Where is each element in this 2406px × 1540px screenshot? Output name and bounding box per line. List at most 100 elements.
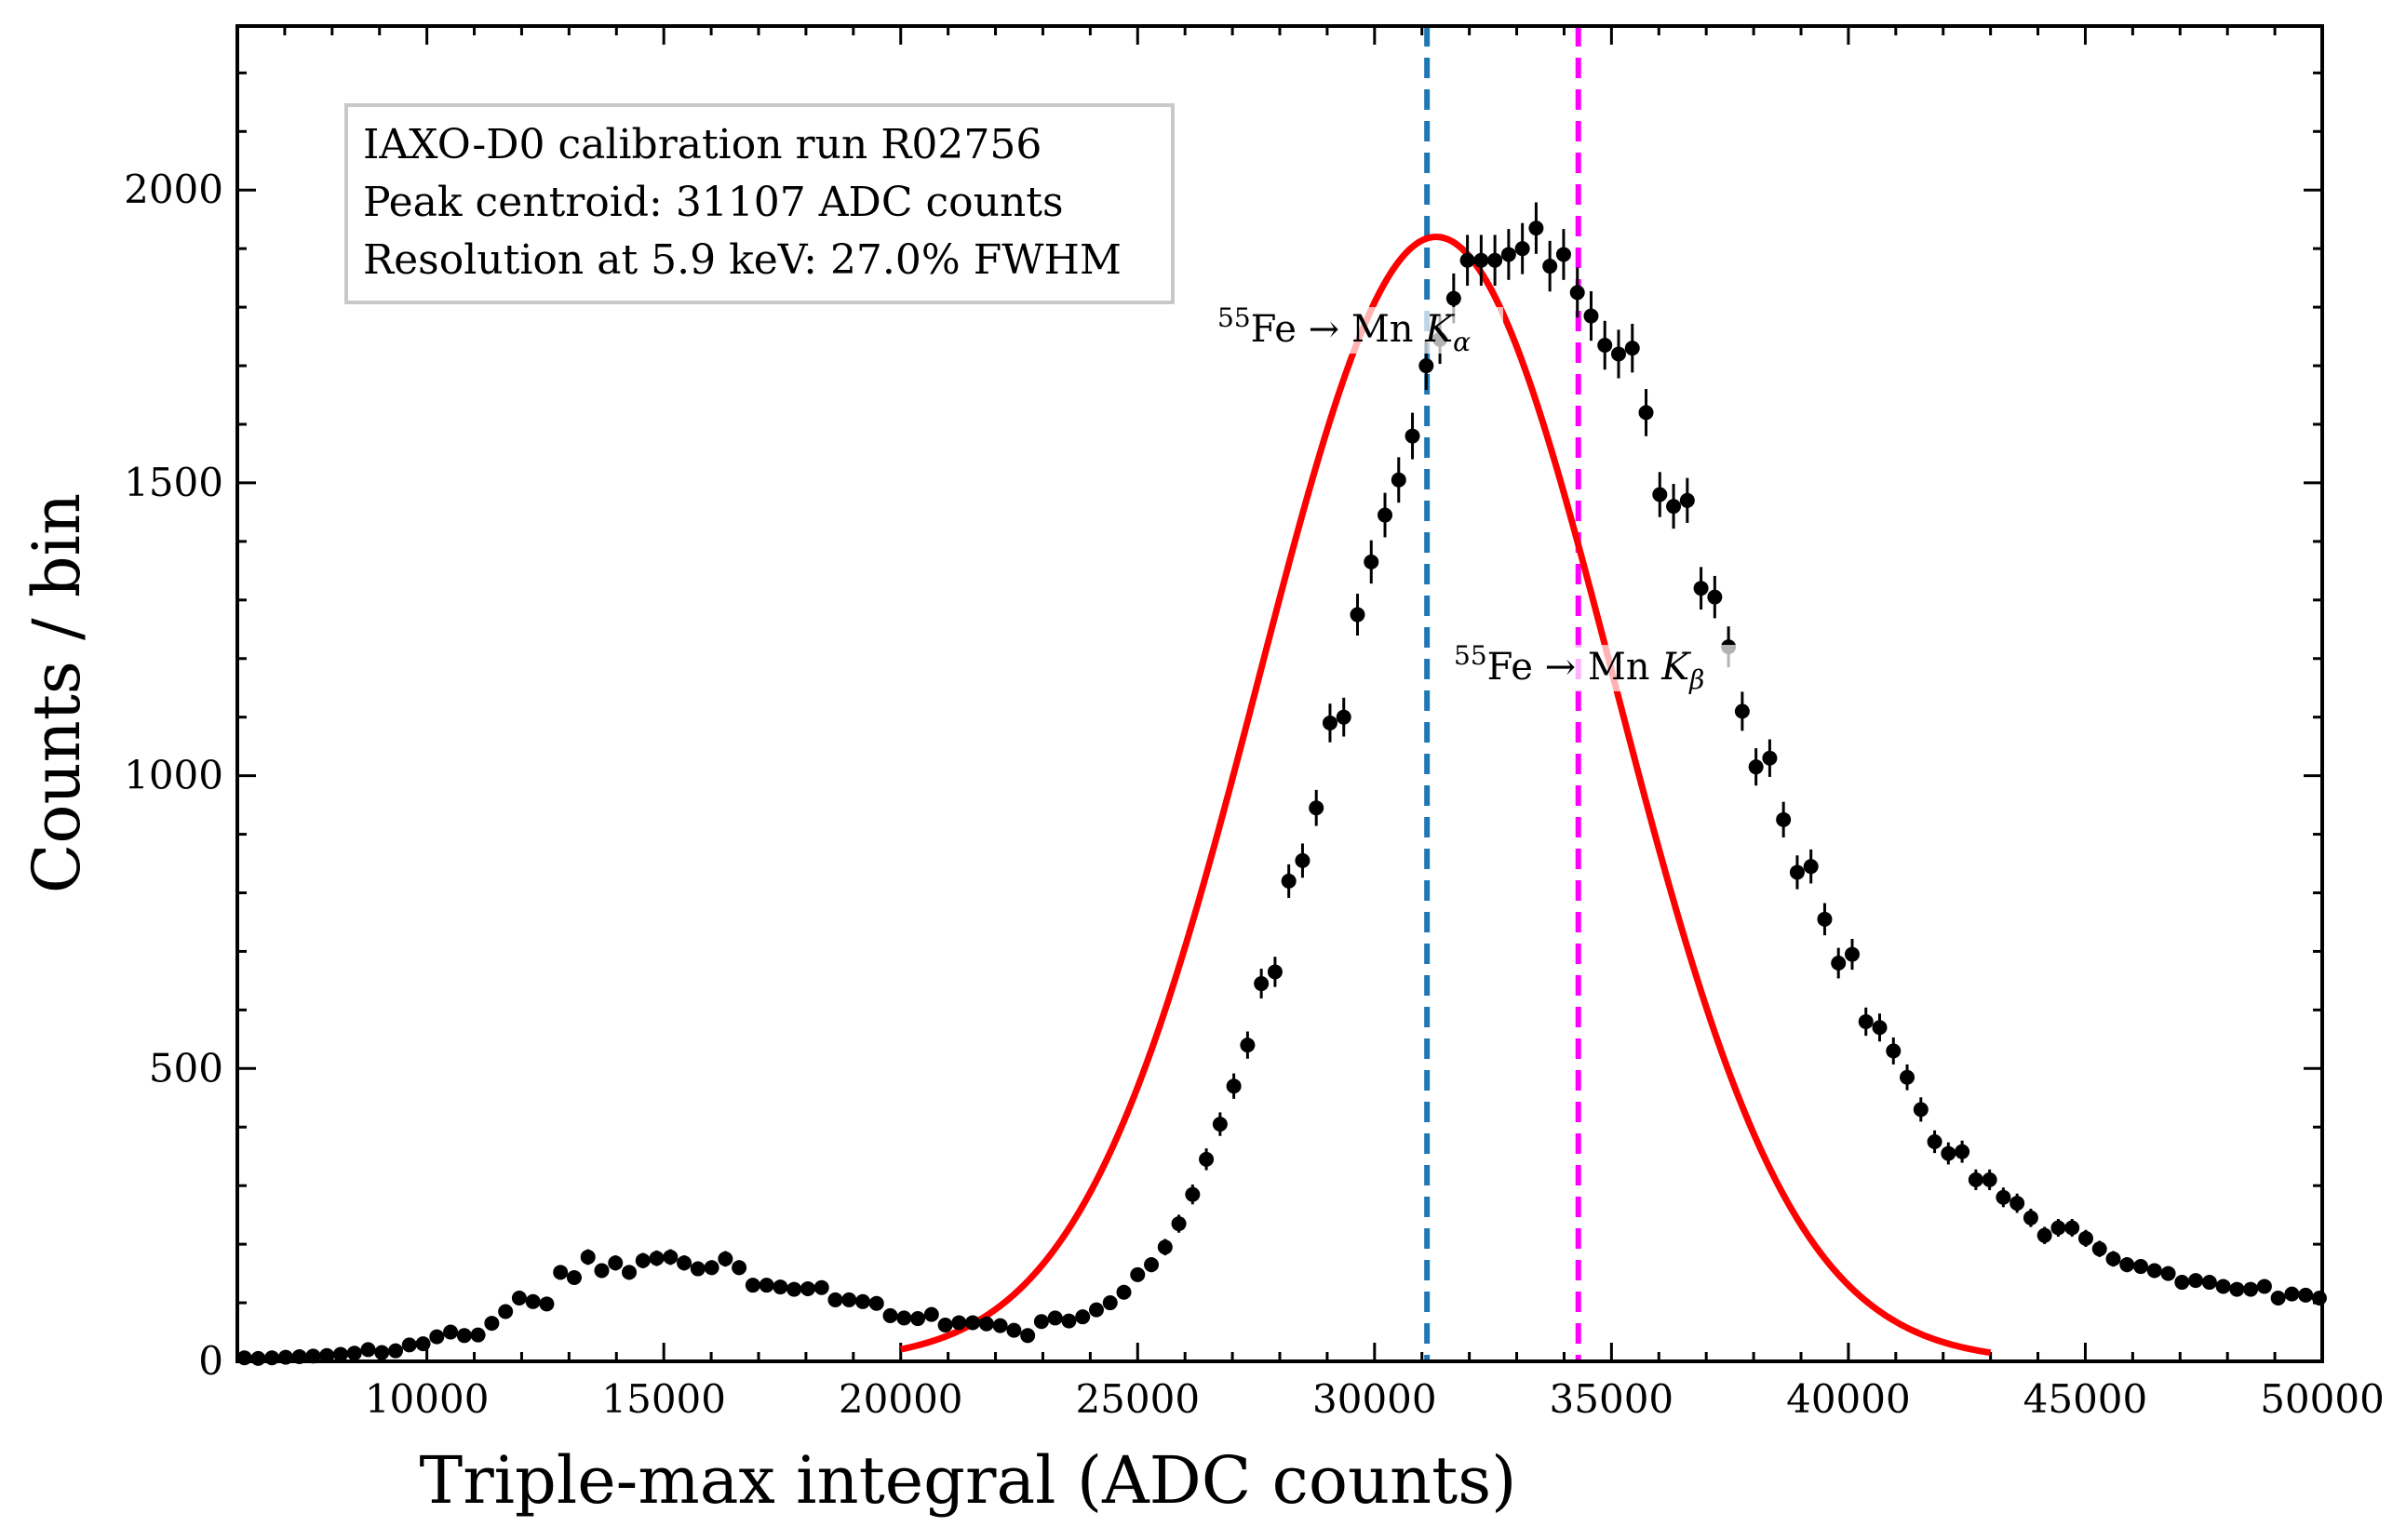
data-point [841, 1292, 857, 1307]
data-marker [1872, 1020, 1888, 1036]
x-axis-label: Triple-max integral (ADC counts) [420, 1442, 1517, 1519]
data-point [1226, 1073, 1242, 1099]
data-marker [1075, 1309, 1091, 1325]
data-marker [868, 1295, 884, 1311]
data-point [2311, 1291, 2327, 1306]
data-points [236, 202, 2327, 1366]
data-marker [882, 1307, 898, 1323]
info-line-resolution: Resolution at 5.9 keV: 27.0% FWHM [363, 236, 1122, 284]
y-tick-label: 1000 [124, 753, 223, 798]
data-point [1405, 412, 1420, 460]
data-marker [319, 1347, 335, 1363]
data-point [923, 1306, 939, 1322]
data-marker [1900, 1069, 1915, 1085]
info-box-frame [344, 103, 1175, 304]
data-point [978, 1316, 994, 1332]
data-point [786, 1281, 802, 1297]
data-marker [1047, 1310, 1063, 1326]
data-point [827, 1292, 843, 1307]
data-point [1500, 229, 1516, 280]
data-marker [923, 1306, 939, 1322]
data-marker [910, 1311, 926, 1327]
data-point [1254, 969, 1270, 999]
data-point [1487, 234, 1503, 287]
data-point [1707, 575, 1723, 619]
data-point [732, 1260, 747, 1276]
data-point [1968, 1169, 1983, 1190]
tick-labels: 10000 15000 20000 25000 30000 35000 40000 45000… [124, 167, 2385, 1422]
data-point [1886, 1037, 1902, 1065]
data-point [2256, 1279, 2272, 1294]
data-marker [2243, 1281, 2259, 1297]
data-marker [1679, 492, 1695, 508]
data-marker [332, 1346, 348, 1362]
data-marker [1528, 221, 1544, 236]
data-marker [745, 1278, 760, 1293]
data-marker [2311, 1291, 2327, 1306]
data-point [429, 1329, 445, 1345]
data-point [992, 1318, 1008, 1333]
reference-line-labels: 55Fe → Mn Kα 55Fe → Mn Kβ [1215, 302, 1739, 695]
data-point [1611, 329, 1626, 379]
data-marker [2174, 1275, 2190, 1291]
data-marker [1968, 1172, 1983, 1187]
data-marker [800, 1280, 815, 1296]
data-marker [663, 1249, 679, 1265]
data-point [1006, 1322, 1022, 1338]
data-marker [1693, 581, 1709, 596]
data-marker [1789, 864, 1805, 880]
data-marker [951, 1315, 967, 1331]
data-point [1309, 789, 1324, 826]
data-point [937, 1317, 953, 1332]
info-line-run: IAXO-D0 calibration run R02756 [363, 121, 1042, 168]
data-marker [1364, 554, 1379, 569]
data-point [2188, 1273, 2204, 1289]
data-point [1075, 1309, 1091, 1325]
data-marker [1322, 715, 1337, 730]
data-point [622, 1265, 638, 1280]
data-marker [1144, 1257, 1160, 1273]
data-point [1666, 484, 1682, 529]
x-tick-label: 35000 [1550, 1376, 1674, 1422]
data-marker [608, 1255, 624, 1271]
data-point [800, 1280, 815, 1296]
data-marker [2050, 1220, 2066, 1236]
label-background [1215, 307, 1503, 354]
data-point [1982, 1169, 1997, 1190]
data-marker [2188, 1273, 2204, 1289]
y-axis-label: Counts / bin [19, 493, 95, 893]
data-marker [1666, 499, 1682, 515]
data-marker [2077, 1230, 2093, 1246]
data-marker [2105, 1251, 2121, 1266]
data-marker [813, 1279, 829, 1295]
data-point [553, 1265, 569, 1280]
data-point [663, 1249, 679, 1265]
data-point [2243, 1281, 2259, 1297]
data-marker [2119, 1257, 2135, 1273]
data-point [1996, 1187, 2011, 1208]
data-marker [1982, 1172, 1997, 1187]
data-point [525, 1293, 541, 1309]
data-marker [1707, 589, 1723, 605]
data-marker [1638, 405, 1654, 421]
data-point [456, 1328, 472, 1344]
data-point [2215, 1279, 2231, 1294]
data-marker [704, 1260, 719, 1276]
y-tick-label: 2000 [124, 167, 223, 212]
data-point [401, 1337, 417, 1353]
fit-layer [900, 234, 1992, 1357]
data-point [2133, 1259, 2149, 1275]
data-marker [1817, 911, 1833, 927]
data-marker [250, 1350, 266, 1366]
data-marker [1500, 247, 1516, 262]
data-marker [1776, 811, 1792, 827]
data-marker [1748, 759, 1764, 775]
data-point [388, 1343, 404, 1359]
data-point [1240, 1031, 1256, 1059]
data-point [2050, 1218, 2066, 1238]
data-marker [2284, 1286, 2300, 1302]
k-beta-label: 55Fe → Mn Kβ [1450, 640, 1739, 695]
data-marker [1487, 252, 1503, 268]
data-point [1638, 389, 1654, 436]
data-point [415, 1336, 431, 1352]
